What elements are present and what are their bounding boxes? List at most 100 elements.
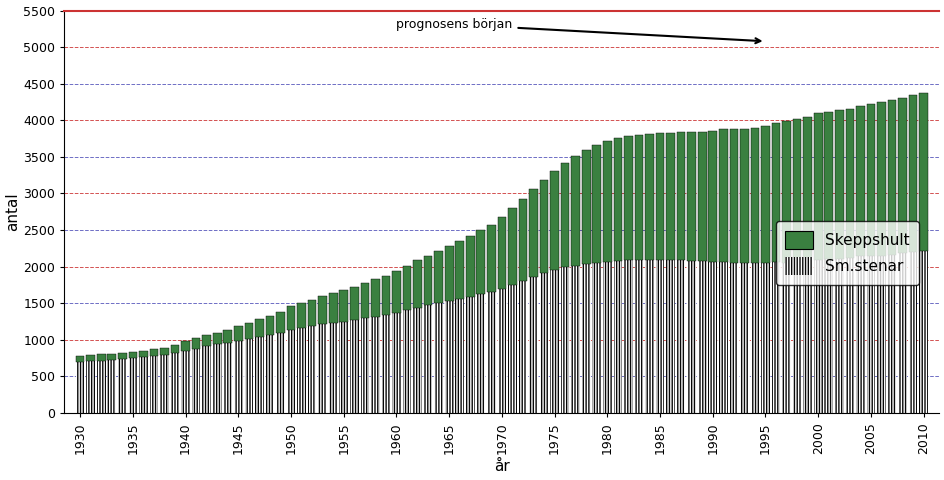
Bar xyxy=(181,340,190,351)
Bar xyxy=(265,316,274,336)
Bar xyxy=(750,263,758,413)
Bar xyxy=(149,356,159,413)
Bar xyxy=(339,290,347,322)
Bar xyxy=(771,262,780,413)
Bar xyxy=(244,339,253,413)
Bar xyxy=(855,256,864,413)
Bar xyxy=(592,145,600,263)
Bar xyxy=(813,113,821,260)
Bar xyxy=(392,313,400,413)
Bar xyxy=(97,360,106,413)
Bar xyxy=(212,333,221,344)
Bar xyxy=(686,261,696,413)
Bar xyxy=(582,264,590,413)
Bar xyxy=(455,299,464,413)
Bar xyxy=(886,254,895,413)
Bar xyxy=(792,262,801,413)
Bar xyxy=(582,150,590,264)
Bar xyxy=(897,253,906,413)
Bar xyxy=(518,280,527,413)
Bar xyxy=(549,171,558,270)
Bar xyxy=(855,106,864,256)
Bar xyxy=(255,337,263,413)
Bar xyxy=(118,359,126,413)
Bar xyxy=(497,288,506,413)
Bar xyxy=(602,262,611,413)
Bar xyxy=(349,287,358,320)
Bar xyxy=(571,266,580,413)
Bar xyxy=(286,330,295,413)
Bar xyxy=(739,129,748,263)
Bar xyxy=(760,263,769,413)
Bar xyxy=(86,361,95,413)
Bar xyxy=(539,273,548,413)
Bar xyxy=(634,260,643,413)
Bar xyxy=(234,340,243,413)
Bar xyxy=(802,117,811,262)
Bar xyxy=(76,356,84,362)
Bar xyxy=(329,323,337,413)
Bar xyxy=(539,180,548,273)
Bar xyxy=(297,328,306,413)
Bar xyxy=(834,259,843,413)
Bar xyxy=(698,132,706,261)
Bar xyxy=(212,344,221,413)
Bar xyxy=(655,133,664,260)
Bar xyxy=(192,338,200,348)
Bar xyxy=(434,251,443,303)
Bar xyxy=(149,349,159,356)
Bar xyxy=(244,323,253,339)
Bar xyxy=(381,276,390,315)
Bar xyxy=(486,225,496,292)
Bar xyxy=(339,322,347,413)
Bar xyxy=(160,355,169,413)
Bar xyxy=(223,330,232,343)
Bar xyxy=(823,259,833,413)
Bar xyxy=(771,122,780,262)
Bar xyxy=(445,301,453,413)
Bar xyxy=(718,262,727,413)
Bar xyxy=(592,263,600,413)
Bar xyxy=(476,230,484,294)
Bar xyxy=(508,285,516,413)
Y-axis label: antal: antal xyxy=(6,192,21,231)
Bar xyxy=(549,270,558,413)
Bar xyxy=(361,318,369,413)
Bar xyxy=(560,163,569,267)
Bar xyxy=(623,136,632,261)
Bar xyxy=(876,256,885,413)
Bar xyxy=(297,303,306,328)
Bar xyxy=(897,98,906,253)
Bar xyxy=(802,262,811,413)
Bar xyxy=(845,258,853,413)
Bar xyxy=(834,110,843,259)
Bar xyxy=(286,306,295,330)
Bar xyxy=(686,132,696,261)
Bar xyxy=(276,312,284,333)
Bar xyxy=(919,252,927,413)
Bar xyxy=(308,326,316,413)
Bar xyxy=(739,263,748,413)
Bar xyxy=(265,336,274,413)
Bar xyxy=(666,133,674,260)
Bar xyxy=(718,130,727,262)
Bar xyxy=(782,121,790,263)
Bar xyxy=(223,343,232,413)
Bar xyxy=(423,256,432,305)
Bar xyxy=(613,261,621,413)
Bar xyxy=(445,246,453,301)
Bar xyxy=(86,355,95,361)
Bar xyxy=(413,261,421,308)
Bar xyxy=(476,294,484,413)
Bar xyxy=(708,131,716,262)
Bar xyxy=(750,128,758,263)
Bar xyxy=(371,317,379,413)
Bar xyxy=(876,102,885,256)
Bar xyxy=(729,263,737,413)
Bar xyxy=(529,189,537,276)
Bar xyxy=(845,108,853,258)
Bar xyxy=(171,353,179,413)
Bar xyxy=(708,262,716,413)
Bar xyxy=(465,297,474,413)
Bar xyxy=(139,351,147,358)
